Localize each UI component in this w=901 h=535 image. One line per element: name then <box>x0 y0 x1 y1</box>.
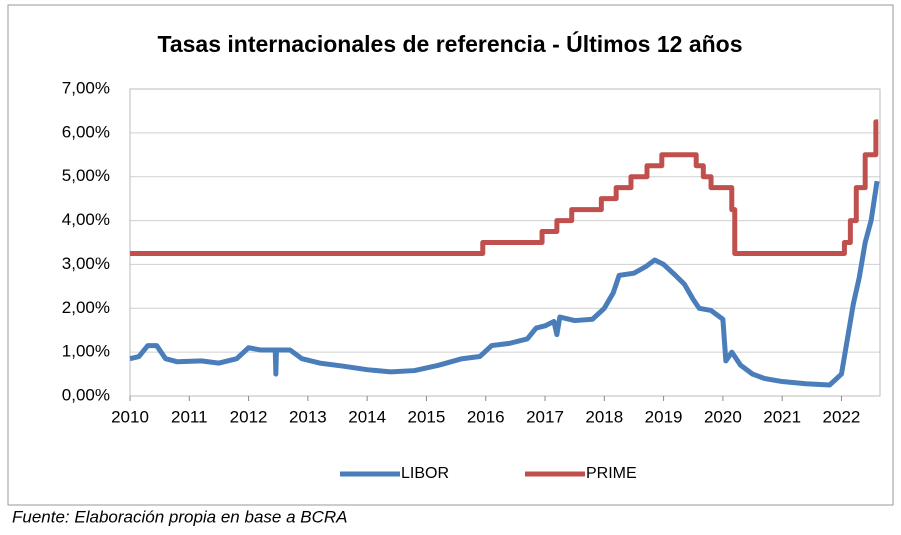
series-line <box>130 119 879 256</box>
legend-label: PRIME <box>586 465 637 482</box>
y-tick-label: 3,00% <box>62 254 110 273</box>
y-tick-label: 2,00% <box>62 298 110 317</box>
x-tick-label: 2015 <box>408 407 446 426</box>
chart-frame <box>7 4 894 506</box>
x-tick-label: 2013 <box>289 407 327 426</box>
source-note: Fuente: Elaboración propia en base a BCR… <box>12 507 347 526</box>
x-tick-label: 2010 <box>111 407 149 426</box>
y-tick-label: 5,00% <box>62 166 110 185</box>
x-tick-label: 2011 <box>171 407 208 426</box>
x-tick-label: 2017 <box>526 407 564 426</box>
x-tick-label: 2012 <box>230 407 268 426</box>
x-tick-label: 2018 <box>585 407 623 426</box>
y-tick-label: 4,00% <box>62 210 110 229</box>
x-tick-label: 2021 <box>763 407 801 426</box>
chart-title: Tasas internacionales de referencia - Úl… <box>157 30 742 57</box>
x-tick-label: 2022 <box>823 407 861 426</box>
y-tick-label: 7,00% <box>62 78 110 97</box>
x-tick-label: 2014 <box>348 407 386 426</box>
y-tick-label: 1,00% <box>62 342 110 361</box>
series-line <box>129 180 880 388</box>
legend-label: LIBOR <box>401 465 449 482</box>
y-tick-label: 6,00% <box>62 122 110 141</box>
x-tick-label: 2016 <box>467 407 505 426</box>
x-tick-label: 2020 <box>704 407 742 426</box>
y-tick-label: 0,00% <box>62 385 110 404</box>
x-tick-label: 2019 <box>645 407 683 426</box>
plot-frame <box>129 88 881 397</box>
